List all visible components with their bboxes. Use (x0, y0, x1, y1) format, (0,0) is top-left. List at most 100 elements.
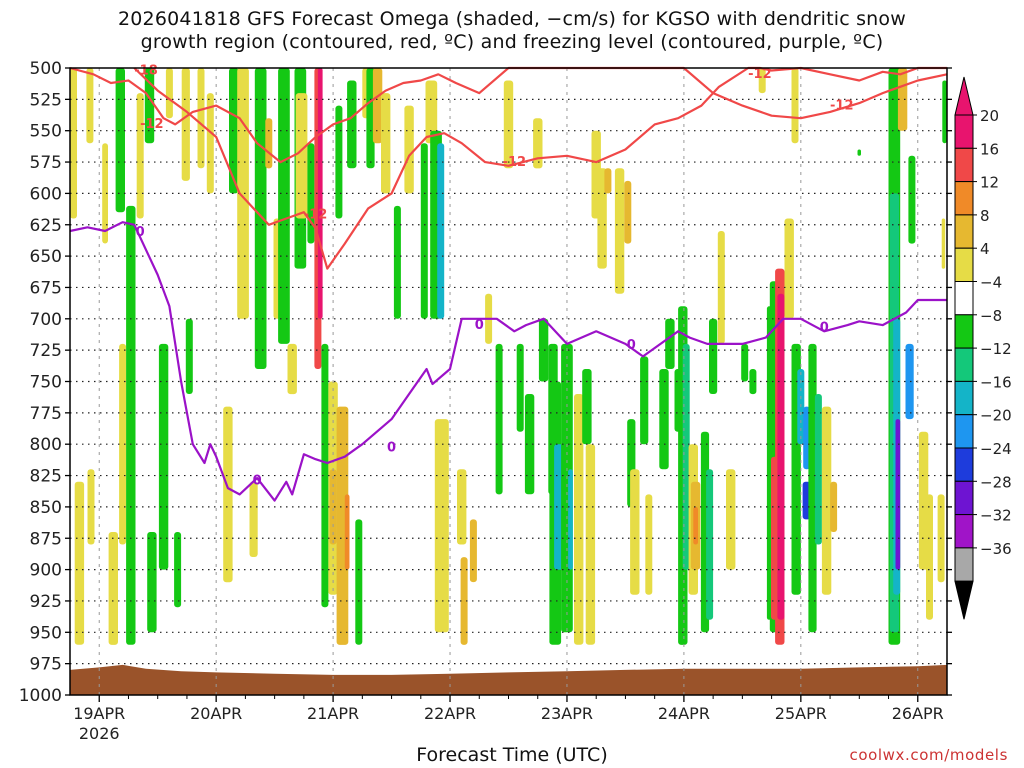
y-tick-label: 875 (30, 529, 62, 549)
omega-streak (582, 369, 592, 445)
omega-streak (126, 205, 136, 645)
colorbar-label: 16 (980, 140, 999, 158)
omega-streak (86, 68, 94, 144)
colorbar-label: −36 (980, 540, 1012, 558)
omega-streak (108, 532, 118, 645)
contour-lines: -12 -12 -12 -12 -12 -18 0 0 0 0 0 0 (69, 63, 948, 502)
freezing-level-label: 0 (136, 225, 145, 240)
omega-streak (908, 155, 916, 244)
colorbar-label: 4 (980, 240, 990, 258)
dendritic-contour-upper (69, 66, 948, 164)
terrain (70, 664, 947, 695)
omega-streak (814, 394, 822, 545)
omega-streak (791, 68, 799, 144)
omega-streak (366, 68, 375, 169)
omega-streak (926, 494, 933, 620)
colorbar-label: −8 (980, 307, 1002, 325)
omega-streak (197, 68, 205, 169)
omega-streak (185, 318, 193, 394)
y-tick-label: 850 (30, 498, 62, 518)
omega-streak (614, 168, 625, 294)
omega-streak (174, 532, 182, 608)
colorbar-swatch (954, 514, 974, 549)
colorbar-label: 20 (980, 107, 999, 125)
omega-streak (437, 143, 445, 319)
y-tick-label: 900 (30, 561, 62, 581)
omega-streak (630, 469, 640, 595)
omega-streak (434, 419, 449, 633)
x-year-label: 2026 (79, 724, 120, 743)
colorbar-label: −20 (980, 407, 1012, 425)
dendritic-contour-label: -12 (140, 117, 164, 132)
x-tick-label: 24APR (658, 704, 710, 723)
colorbar-swatch (954, 480, 974, 516)
y-tick-label: 525 (30, 90, 62, 110)
omega-streak (516, 343, 524, 432)
omega-streak (70, 68, 77, 219)
omega-streak (317, 68, 323, 319)
omega-streak (165, 68, 173, 119)
freezing-level-contour (69, 221, 947, 502)
colorbar-swatch (954, 547, 974, 582)
omega-streak (321, 343, 329, 608)
omega-streak (425, 80, 438, 144)
colorbar-swatch (954, 114, 974, 149)
x-axis-label: Forecast Time (UTC) (416, 744, 608, 766)
colorbar: 20 16 12 8 4 −4 −8 −12 −16 −20 −24 −28 −32 −36 (954, 76, 1012, 620)
omega-streak (784, 218, 794, 319)
colorbar-swatch (954, 414, 974, 449)
omega-streak (709, 318, 718, 394)
colorbar-swatch (954, 314, 974, 349)
omega-streak (645, 494, 653, 595)
y-tick-label: 500 (30, 59, 62, 79)
omega-streak (857, 149, 861, 156)
omega-streak (717, 231, 725, 344)
freezing-level-label: 0 (820, 320, 829, 335)
colorbar-swatch (954, 447, 974, 482)
omega-streak (420, 143, 428, 319)
omega-streak (381, 93, 391, 194)
omega-streak (574, 394, 584, 645)
colorbar-swatch (954, 247, 974, 282)
x-tick-label: 21APR (307, 704, 359, 723)
y-tick-label: 1000 (19, 686, 62, 706)
omega-streak (942, 80, 947, 144)
omega-streak (147, 532, 157, 633)
omega-streak (640, 356, 649, 445)
x-tick-label: 26APR (892, 704, 944, 723)
omega-streak (329, 469, 337, 545)
omega-streak (181, 68, 190, 181)
dendritic-contour-label: -18 (134, 63, 158, 78)
omega-streak (372, 68, 383, 144)
terrain-shading (70, 664, 947, 695)
omega-streak (538, 318, 549, 382)
omega-streak (568, 469, 573, 570)
omega-streak (469, 519, 477, 583)
plot-grid (70, 68, 947, 695)
freezing-level-label: 0 (475, 318, 484, 333)
omega-streak (335, 105, 343, 219)
freezing-level-label: 0 (627, 338, 636, 353)
omega-streak (74, 481, 85, 645)
omega-streak (682, 343, 690, 570)
omega-streak (726, 469, 736, 570)
colorbar-label: −32 (980, 507, 1012, 525)
omega-streak (355, 519, 363, 645)
omega-streak (604, 168, 612, 194)
dendritic-contour-label: -12 (830, 98, 854, 113)
omega-streak (918, 431, 929, 570)
omega-streak (460, 557, 468, 645)
omega-streak (457, 469, 467, 545)
x-tick-label: 23APR (541, 704, 593, 723)
y-tick-label: 950 (30, 623, 62, 643)
omega-streak (115, 68, 125, 213)
omega-streak (941, 218, 946, 269)
omega-streak (206, 93, 214, 194)
colorbar-swatch (954, 347, 974, 382)
y-tick-label: 575 (30, 153, 62, 173)
y-tick-label: 725 (30, 341, 62, 361)
omega-streak (524, 394, 535, 495)
chart-title-line1: 2026041818 GFS Forecast Omega (shaded, −… (117, 8, 906, 30)
colorbar-label: −28 (980, 473, 1012, 491)
credit-link[interactable]: coolwx.com/models (849, 746, 1008, 764)
